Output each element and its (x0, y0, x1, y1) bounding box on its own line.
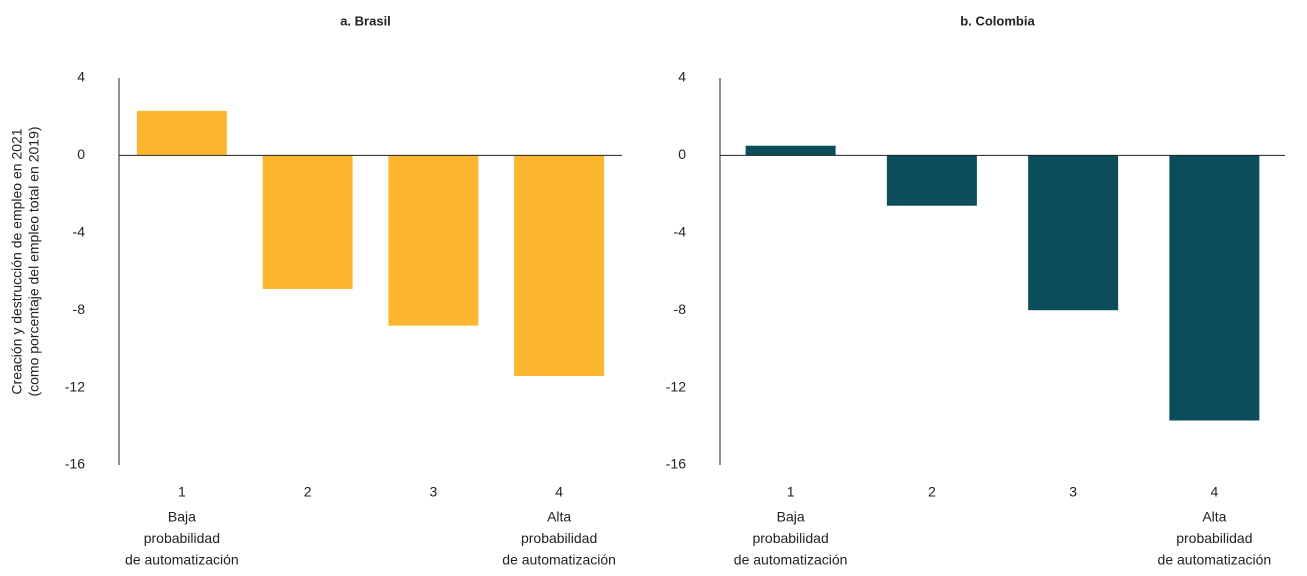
y-tick-label: 0 (678, 146, 686, 162)
y-tick-label: -12 (65, 378, 85, 394)
x-tick-sublabel: Baja (168, 509, 196, 525)
y-axis-label: (como porcentaje del empleo total en 201… (26, 126, 42, 396)
y-tick-label: -8 (674, 301, 687, 317)
y-tick-label: -16 (666, 456, 686, 472)
x-tick-sublabel: Alta (547, 509, 571, 525)
bar (745, 145, 836, 156)
y-tick-label: -4 (674, 224, 687, 240)
x-tick-sublabel: probabilidad (144, 530, 220, 546)
x-tick-label: 4 (1210, 484, 1218, 500)
chart-title: b. Colombia (960, 13, 1035, 28)
bar (388, 155, 479, 326)
bar (136, 110, 227, 156)
x-tick-label: 3 (1069, 484, 1077, 500)
x-tick-label: 1 (178, 484, 186, 500)
x-tick-sublabel: de automatización (125, 552, 239, 568)
y-tick-label: -8 (73, 301, 86, 317)
y-axis-label: Creación y destrucción de empleo en 2021 (9, 128, 25, 394)
bar (1169, 155, 1260, 421)
x-tick-label: 3 (429, 484, 437, 500)
x-tick-sublabel: probabilidad (1176, 530, 1252, 546)
x-tick-label: 2 (928, 484, 936, 500)
y-tick-label: -4 (73, 224, 86, 240)
y-tick-label: 0 (77, 146, 85, 162)
bar (262, 155, 353, 289)
bar (886, 155, 977, 206)
bar (514, 155, 605, 376)
chart-title: a. Brasil (340, 13, 391, 28)
x-tick-label: 1 (787, 484, 795, 500)
x-tick-sublabel: probabilidad (752, 530, 828, 546)
x-tick-label: 4 (555, 484, 563, 500)
x-tick-sublabel: Alta (1202, 509, 1226, 525)
x-tick-sublabel: Baja (777, 509, 805, 525)
y-tick-label: 4 (77, 69, 85, 85)
x-tick-sublabel: de automatización (502, 552, 616, 568)
bar (1028, 155, 1119, 311)
y-tick-label: -16 (65, 456, 85, 472)
x-tick-sublabel: de automatización (1158, 552, 1272, 568)
x-tick-sublabel: probabilidad (521, 530, 597, 546)
y-tick-label: 4 (678, 69, 686, 85)
y-tick-label: -12 (666, 378, 686, 394)
x-tick-sublabel: de automatización (734, 552, 848, 568)
x-tick-label: 2 (304, 484, 312, 500)
